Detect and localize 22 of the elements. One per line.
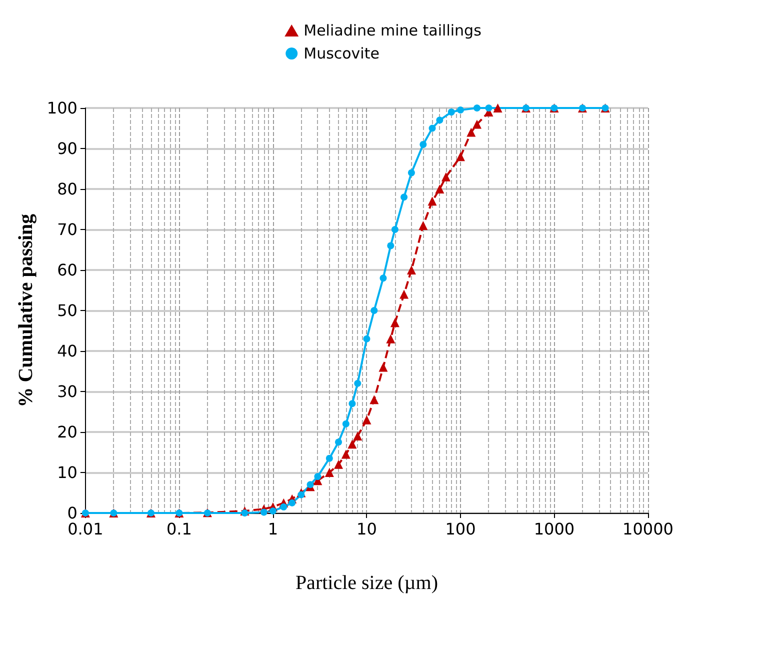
- x-axis-title: Particle size (µm): [295, 572, 438, 594]
- x-tick-label: 1: [268, 520, 278, 538]
- y-tick-label: 100: [46, 98, 78, 118]
- x-tick-label: 1000: [534, 520, 575, 538]
- legend-label: Meliadine mine taillings: [304, 22, 482, 40]
- x-tick-label: 0.1: [166, 520, 192, 538]
- y-axis-title: % Cumulative passing: [15, 214, 37, 408]
- y-tick-label: 10: [57, 463, 78, 482]
- x-tick-label: 10000: [622, 520, 674, 538]
- y-tick-label: 80: [57, 180, 78, 198]
- y-tick-label: 70: [57, 220, 78, 239]
- x-tick-label: 10: [356, 520, 377, 538]
- y-tick-label: 20: [57, 422, 78, 442]
- x-tick-label: 100: [445, 520, 476, 538]
- y-tick-label: 30: [57, 382, 78, 401]
- y-tick-label: 60: [57, 260, 78, 280]
- y-tick-label: 50: [57, 301, 78, 320]
- x-tick-label: 0.01: [68, 520, 104, 538]
- legend-label: Muscovite: [304, 44, 380, 62]
- y-tick-label: 90: [57, 139, 78, 158]
- y-tick-label: 40: [57, 342, 78, 360]
- y-tick-label: 0: [67, 504, 78, 522]
